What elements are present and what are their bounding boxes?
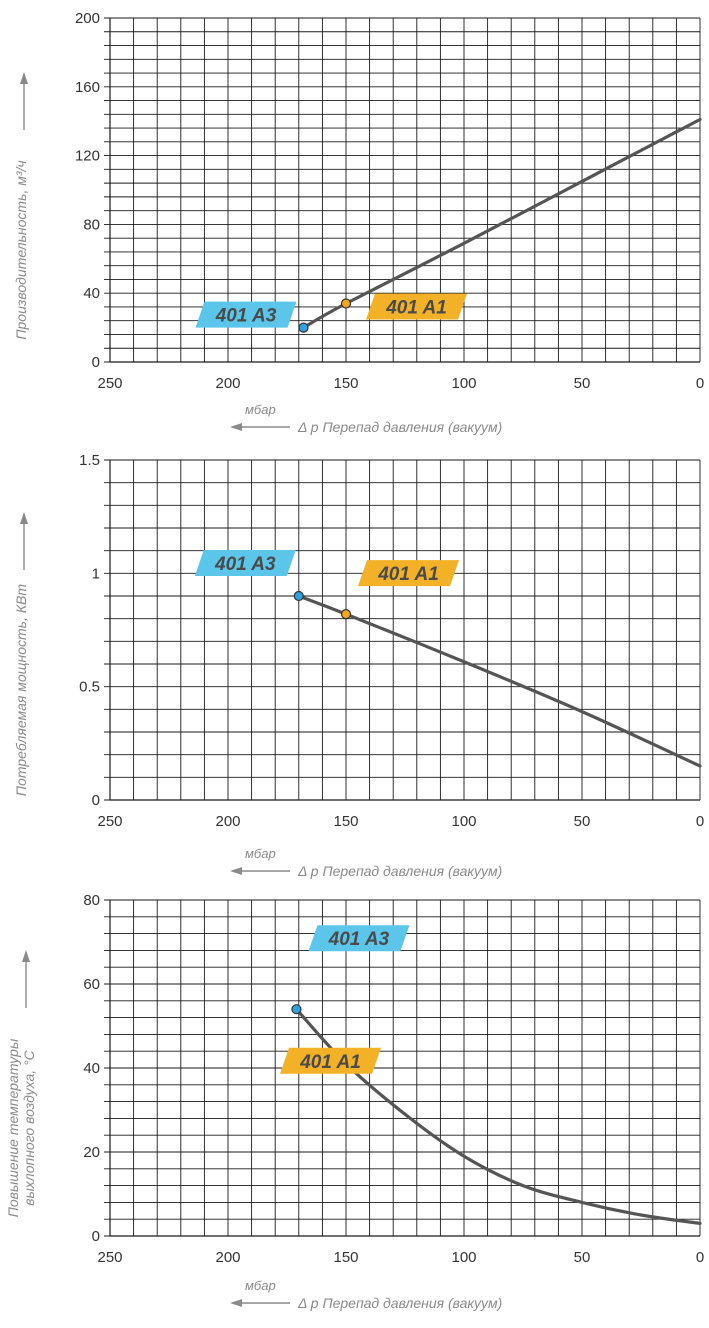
chart-2: 0 0.5 1 1.5 250 200 150 100 50 0 Потребляемая мощн… — [13, 452, 704, 879]
x-tick-label: 150 — [333, 375, 358, 392]
x-tick-label: 0 — [696, 1249, 704, 1266]
x-tick-label: 0 — [696, 375, 704, 392]
y-tick-label: 40 — [83, 285, 100, 302]
x-axis-label: Δ p Перепад давления (вакуум) — [297, 419, 502, 435]
tag-background — [280, 1047, 381, 1074]
x-tick-label: 200 — [215, 375, 240, 392]
tag-label: 401 A1 — [299, 1052, 361, 1073]
x-tick-label: 0 — [696, 813, 704, 830]
tag-background — [358, 560, 459, 587]
x-axis-arrowhead — [230, 1299, 242, 1307]
tag-401-a3: 401 A3 — [308, 925, 410, 952]
x-tick-label: 150 — [333, 813, 358, 830]
x-unit-label: мбар — [245, 402, 276, 417]
x-tick-label: 50 — [574, 813, 591, 830]
x-tick-label: 150 — [333, 1249, 358, 1266]
x-tick-label: 100 — [451, 1249, 476, 1266]
tag-401-a1: 401 A1 — [280, 1047, 381, 1074]
x-axis-label: Δ p Перепад давления (вакуум) — [297, 1295, 502, 1311]
tag-401-a3: 401 A3 — [195, 301, 297, 328]
y-tick-label: 20 — [83, 1144, 100, 1161]
x-tick-label: 50 — [574, 1249, 591, 1266]
tag-background — [194, 550, 296, 576]
y-tick-label: 160 — [75, 79, 100, 96]
y-tick-label: 60 — [83, 976, 100, 993]
y-tick-label: 120 — [75, 148, 100, 165]
tag-background — [308, 925, 410, 952]
x-unit-label: мбар — [245, 846, 276, 861]
y-tick-label: 80 — [83, 892, 100, 909]
x-tick-label: 100 — [451, 375, 476, 392]
grid — [104, 899, 701, 1237]
x-tick-label: 250 — [97, 1249, 122, 1266]
y-tick-label: 40 — [83, 1060, 100, 1077]
x-tick-label: 50 — [574, 375, 591, 392]
series-line — [294, 1007, 702, 1225]
y-tick-label: 200 — [75, 10, 100, 27]
y-tick-label: 0 — [92, 1228, 100, 1245]
tag-401-a1: 401 A1 — [358, 560, 459, 587]
chart-1: 0 40 80 120 160 200 250 200 150 100 50 0 Производите… — [13, 10, 704, 435]
x-tick-label: 250 — [97, 813, 122, 830]
x-unit-label: мбар — [245, 1278, 276, 1293]
x-axis-arrowhead — [230, 423, 242, 431]
y-tick-label: 0 — [92, 792, 100, 809]
tag-label: 401 A3 — [214, 554, 276, 575]
tag-401-a3: 401 A3 — [194, 550, 296, 576]
data-point-401-a3 — [298, 322, 309, 333]
chart-3: 0 20 40 60 80 250 200 150 100 50 0 Повышение темпер… — [5, 892, 704, 1311]
y-axis-label: Производительность, м³/ч — [13, 160, 29, 339]
y-axis-arrowhead — [20, 512, 28, 524]
tag-label: 401 A1 — [377, 564, 439, 585]
y-tick-label: 0 — [92, 354, 100, 371]
x-axis-label: Δ p Перепад давления (вакуум) — [297, 863, 502, 879]
x-tick-label: 200 — [215, 1249, 240, 1266]
x-tick-label: 100 — [451, 813, 476, 830]
y-tick-label: 1.5 — [79, 452, 100, 469]
tag-label: 401 A1 — [385, 298, 447, 319]
y-tick-label: 80 — [83, 216, 100, 233]
tag-background — [366, 293, 467, 320]
tag-401-a1: 401 A1 — [366, 293, 467, 320]
x-tick-label: 200 — [215, 813, 240, 830]
tag-label: 401 A3 — [328, 929, 390, 950]
data-point-401-a1 — [340, 609, 352, 620]
data-point-401-a1 — [340, 298, 352, 309]
y-tick-label: 0.5 — [79, 679, 100, 696]
y-axis-arrowhead — [22, 950, 30, 962]
data-point-401-a3 — [291, 1004, 302, 1015]
y-tick-label: 1 — [92, 565, 100, 582]
x-tick-label: 250 — [97, 375, 122, 392]
data-point-401-a3 — [293, 590, 304, 602]
tag-label: 401 A3 — [215, 306, 277, 327]
grid — [104, 459, 701, 801]
x-axis-arrowhead — [230, 867, 242, 875]
series-line — [297, 594, 702, 768]
y-axis-label: Потребляемая мощность, КВт — [13, 584, 29, 797]
y-axis-arrowhead — [20, 72, 28, 84]
y-axis-label: Повышение температурывыхлопного воздуха,… — [5, 1038, 37, 1217]
series-line — [301, 117, 702, 330]
tag-background — [195, 301, 297, 328]
